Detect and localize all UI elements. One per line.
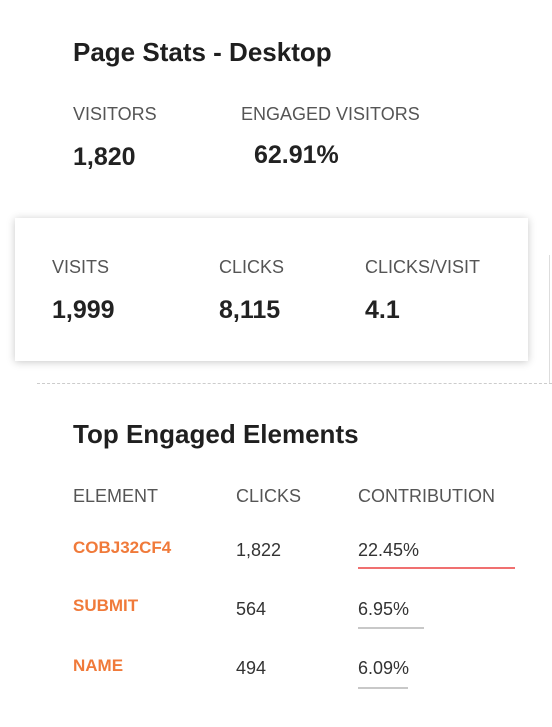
stat-value: 8,115 (219, 296, 281, 324)
contribution-underline (358, 567, 515, 569)
stat-label: CLICKS (219, 257, 285, 277)
contribution: 6.09% (358, 658, 410, 678)
page-title: Page Stats - Desktop (73, 37, 332, 67)
column-header: CLICKS (236, 486, 302, 506)
divider (37, 383, 552, 384)
clicks: 494 (236, 658, 267, 678)
element-link[interactable]: SUBMIT (73, 596, 139, 615)
stat-label: CLICKS/VISIT (365, 257, 481, 277)
stat-label: VISITORS (73, 104, 157, 124)
stat-value: 4.1 (365, 296, 400, 324)
element-link[interactable]: COBJ32CF4 (73, 538, 172, 557)
stat-label: VISITS (52, 257, 110, 277)
contribution: 22.45% (358, 540, 420, 560)
clicks: 564 (236, 599, 267, 619)
divider (549, 255, 550, 383)
element-link[interactable]: NAME (73, 656, 124, 675)
stat-value: 1,820 (73, 143, 136, 171)
section-title: Top Engaged Elements (73, 419, 359, 449)
contribution-underline (358, 687, 408, 689)
contribution: 6.95% (358, 599, 410, 619)
column-header: CONTRIBUTION (358, 486, 495, 506)
stat-value: 1,999 (52, 296, 115, 324)
clicks: 1,822 (236, 540, 282, 560)
column-header: ELEMENT (73, 486, 159, 506)
contribution-underline (358, 627, 424, 629)
stat-label: ENGAGED VISITORS (241, 104, 420, 124)
stats-card (15, 218, 528, 361)
stat-value: 62.91% (254, 141, 339, 169)
